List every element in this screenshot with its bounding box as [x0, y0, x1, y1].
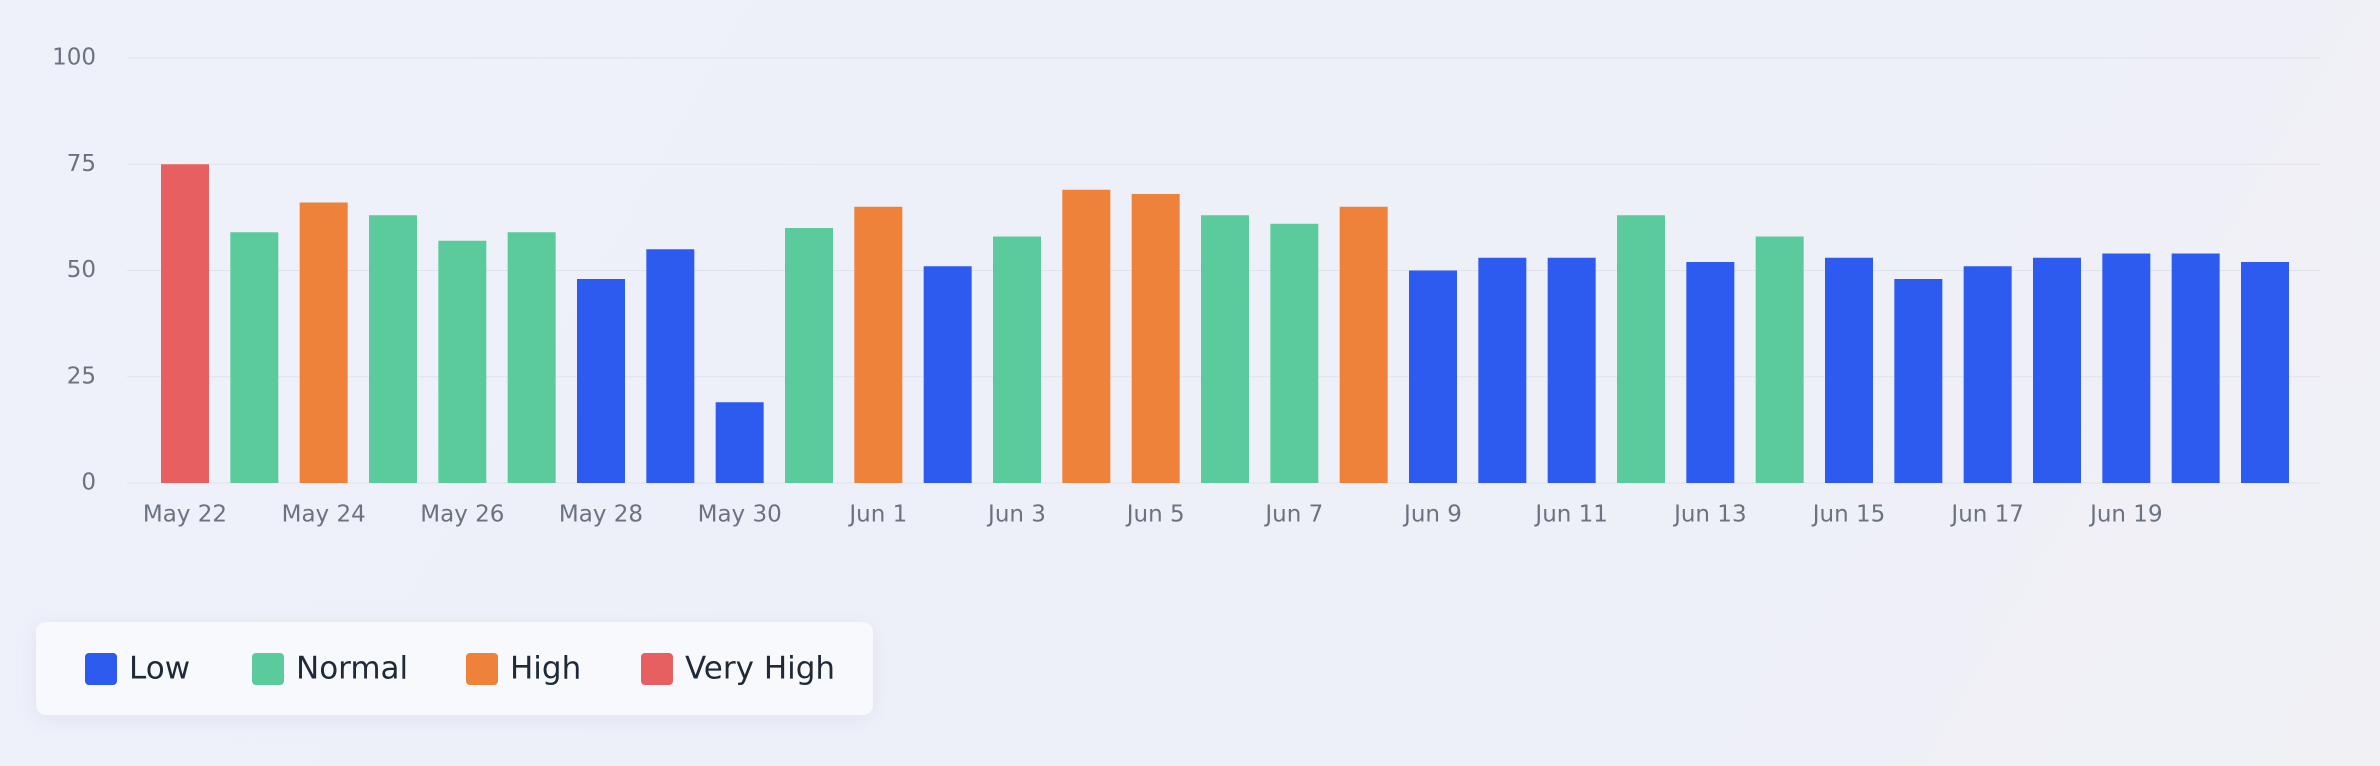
x-tick-label: May 30 [698, 502, 782, 528]
legend-swatch[interactable] [466, 653, 498, 685]
legend-label[interactable]: High [510, 651, 581, 687]
bar [1617, 215, 1665, 483]
bar [1825, 257, 1873, 483]
bar [785, 228, 833, 483]
x-tick-label: Jun 9 [1402, 502, 1462, 528]
legend-swatch[interactable] [641, 653, 673, 685]
bar [1478, 257, 1527, 483]
bar [2171, 253, 2220, 483]
bar [2241, 262, 2289, 483]
bar [2033, 257, 2081, 483]
bar [1894, 279, 1943, 483]
x-tick-label: Jun 11 [1533, 502, 1608, 528]
bar [161, 164, 209, 483]
bar [1339, 206, 1388, 483]
bar [2102, 253, 2151, 483]
legend-swatch[interactable] [85, 653, 117, 685]
x-tick-label: Jun 19 [2088, 502, 2163, 528]
bar [1409, 270, 1457, 483]
x-tick-label: Jun 17 [1949, 502, 2024, 528]
bar [1270, 223, 1319, 483]
bar [854, 206, 903, 483]
bar [369, 215, 417, 483]
x-tick-label: May 26 [420, 502, 504, 528]
x-tick-label: Jun 13 [1672, 502, 1747, 528]
x-tick-label: May 22 [143, 502, 227, 528]
bar [923, 266, 972, 483]
y-tick-label: 100 [52, 45, 96, 71]
bar [1686, 262, 1735, 483]
y-tick-label: 75 [67, 151, 96, 177]
y-tick-label: 50 [67, 257, 96, 283]
x-tick-label: Jun 1 [847, 502, 907, 528]
bar [438, 240, 487, 483]
x-tick-label: Jun 3 [986, 502, 1046, 528]
bar [646, 249, 695, 483]
legend-swatch[interactable] [252, 653, 284, 685]
legend-label[interactable]: Low [129, 651, 190, 687]
legend-label[interactable]: Very High [685, 651, 835, 687]
bar [715, 402, 764, 483]
bar [1062, 189, 1111, 483]
x-tick-label: Jun 5 [1125, 502, 1185, 528]
bar [1755, 236, 1804, 483]
bar [1201, 215, 1249, 483]
bar [299, 202, 348, 483]
legend-label[interactable]: Normal [296, 651, 408, 687]
bar [993, 236, 1041, 483]
y-tick-label: 0 [81, 470, 96, 496]
bar [1963, 266, 2012, 483]
x-tick-label: Jun 15 [1811, 502, 1886, 528]
bar [577, 279, 625, 483]
bar [1547, 257, 1596, 483]
x-tick-label: May 28 [559, 502, 643, 528]
x-tick-label: Jun 7 [1263, 502, 1323, 528]
y-tick-label: 25 [67, 363, 96, 389]
legend-box [36, 622, 873, 715]
bar [507, 232, 556, 483]
bar [1131, 194, 1180, 483]
bar [230, 232, 279, 483]
x-tick-label: May 24 [282, 502, 366, 528]
